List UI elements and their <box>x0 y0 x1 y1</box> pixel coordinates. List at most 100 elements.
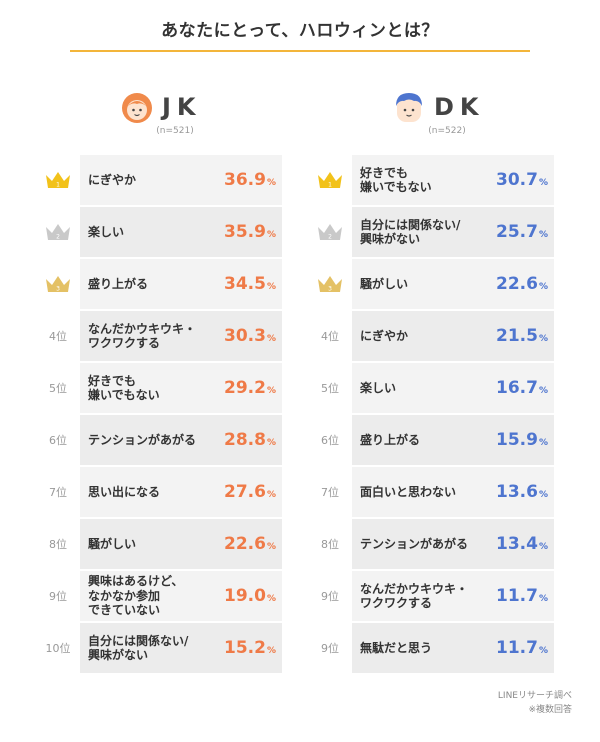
percentage-number: 27.6 <box>224 482 266 502</box>
percentage-value: 22.6% <box>224 519 276 569</box>
dk-sample-size: (n=522) <box>428 126 466 136</box>
jk-ranking-list: 1 にぎやか 36.9% 2 楽しい 35.9% 3 盛り上がる 34.5% 4位 なんだかウキウキ… <box>38 154 290 674</box>
answer-label: 自分には関係ない/ 興味がない <box>360 217 461 246</box>
answer-cell: 思い出になる 27.6% <box>80 467 282 517</box>
percentage-unit: % <box>538 489 548 500</box>
jk-title: JK <box>162 93 202 121</box>
answer-cell: にぎやか 36.9% <box>80 155 282 205</box>
ranking-row: 10位 自分には関係ない/ 興味がない 15.2% <box>38 622 290 674</box>
rank-label: 4位 <box>49 330 67 343</box>
answer-label: 盛り上がる <box>88 276 149 291</box>
answer-cell: テンションがあがる 13.4% <box>352 519 554 569</box>
percentage-number: 35.9 <box>224 222 266 242</box>
answer-label: 思い出になる <box>88 484 161 499</box>
jk-header: JK (n=521) <box>38 84 290 154</box>
title-underline <box>70 50 530 52</box>
answer-cell: なんだかウキウキ・ ワクワクする 30.3% <box>80 311 282 361</box>
percentage-number: 22.6 <box>224 534 266 554</box>
ranking-row: 2 自分には関係ない/ 興味がない 25.7% <box>310 206 562 258</box>
jk-column: JK (n=521) 1 にぎやか 36.9% 2 楽しい 35.9% 3 盛り上がる 34.5… <box>38 84 290 674</box>
answer-label: 好きでも 嫌いでもない <box>360 165 432 194</box>
answer-cell: 好きでも 嫌いでもない 29.2% <box>80 363 282 413</box>
ranking-row: 6位 盛り上がる 15.9% <box>310 414 562 466</box>
percentage-unit: % <box>538 177 548 188</box>
percentage-number: 22.6 <box>496 274 538 294</box>
gold-crown-icon: 1 <box>310 154 350 206</box>
percentage-number: 29.2 <box>224 378 266 398</box>
dk-header: DK (n=522) <box>310 84 562 154</box>
percentage-unit: % <box>266 437 276 448</box>
percentage-unit: % <box>266 593 276 604</box>
rank-label: 6位 <box>49 434 67 447</box>
percentage-unit: % <box>538 645 548 656</box>
percentage-number: 11.7 <box>496 586 538 606</box>
svg-text:2: 2 <box>56 234 60 241</box>
rank-label: 9位 <box>49 590 67 603</box>
ranking-row: 8位 テンションがあがる 13.4% <box>310 518 562 570</box>
answer-cell: 面白いと思わない 13.6% <box>352 467 554 517</box>
ranking-row: 2 楽しい 35.9% <box>38 206 290 258</box>
gold-crown-icon: 1 <box>46 172 70 189</box>
percentage-unit: % <box>538 437 548 448</box>
bronze-crown-icon: 3 <box>46 276 70 293</box>
percentage-value: 15.9% <box>496 415 548 465</box>
ranking-row: 3 騒がしい 22.6% <box>310 258 562 310</box>
answer-cell: 騒がしい 22.6% <box>352 259 554 309</box>
percentage-number: 30.7 <box>496 170 538 190</box>
percentage-unit: % <box>538 333 548 344</box>
percentage-number: 25.7 <box>496 222 538 242</box>
answer-label: 騒がしい <box>88 536 137 551</box>
answer-label: 好きでも 嫌いでもない <box>88 373 160 402</box>
ranking-row: 7位 思い出になる 27.6% <box>38 466 290 518</box>
percentage-value: 21.5% <box>496 311 548 361</box>
rank-label: 7位 <box>321 486 339 499</box>
rank-label: 6位 <box>321 434 339 447</box>
percentage-number: 15.9 <box>496 430 538 450</box>
ranking-row: 1 にぎやか 36.9% <box>38 154 290 206</box>
svg-text:3: 3 <box>328 286 332 293</box>
percentage-unit: % <box>266 489 276 500</box>
answer-cell: 好きでも 嫌いでもない 30.7% <box>352 155 554 205</box>
percentage-unit: % <box>266 229 276 240</box>
percentage-value: 11.7% <box>496 623 548 673</box>
percentage-unit: % <box>266 333 276 344</box>
dk-column: DK (n=522) 1 好きでも 嫌いでもない 30.7% 2 自分には関係ない/ 興… <box>310 84 562 674</box>
percentage-unit: % <box>538 541 548 552</box>
percentage-value: 27.6% <box>224 467 276 517</box>
percentage-value: 11.7% <box>496 571 548 621</box>
ranking-row: 3 盛り上がる 34.5% <box>38 258 290 310</box>
rank-label: 10位 <box>45 642 71 655</box>
rank-label: 9位 <box>321 590 339 603</box>
ranking-row: 4位 なんだかウキウキ・ ワクワクする 30.3% <box>38 310 290 362</box>
answer-label: 盛り上がる <box>360 432 421 447</box>
answer-label: テンションがあがる <box>88 432 197 447</box>
percentage-number: 36.9 <box>224 170 266 190</box>
answer-cell: 楽しい 16.7% <box>352 363 554 413</box>
answer-cell: 騒がしい 22.6% <box>80 519 282 569</box>
dk-title: DK <box>434 93 485 121</box>
rank-label: 5位 <box>321 382 339 395</box>
percentage-unit: % <box>266 177 276 188</box>
percentage-value: 30.7% <box>496 155 548 205</box>
answer-cell: 自分には関係ない/ 興味がない 25.7% <box>352 207 554 257</box>
ranking-row: 5位 楽しい 16.7% <box>310 362 562 414</box>
svg-text:3: 3 <box>56 286 60 293</box>
answer-label: 楽しい <box>88 224 125 239</box>
answer-label: なんだかウキウキ・ ワクワクする <box>360 581 469 610</box>
svg-text:1: 1 <box>56 182 60 189</box>
percentage-number: 28.8 <box>224 430 266 450</box>
percentage-number: 15.2 <box>224 638 266 658</box>
page-title: あなたにとって、ハロウィンとは？ <box>161 21 439 41</box>
boy-face-icon <box>396 93 422 122</box>
percentage-value: 28.8% <box>224 415 276 465</box>
answer-label: 自分には関係ない/ 興味がない <box>88 633 189 662</box>
silver-crown-icon: 2 <box>46 224 70 241</box>
svg-text:2: 2 <box>328 234 332 241</box>
percentage-value: 19.0% <box>224 571 276 621</box>
rank-label: 4位 <box>321 330 339 343</box>
rank-label: 9位 <box>321 642 339 655</box>
silver-crown-icon: 2 <box>318 224 342 241</box>
answer-cell: 無駄だと思う 11.7% <box>352 623 554 673</box>
percentage-unit: % <box>538 385 548 396</box>
ranking-row: 9位 無駄だと思う 11.7% <box>310 622 562 674</box>
